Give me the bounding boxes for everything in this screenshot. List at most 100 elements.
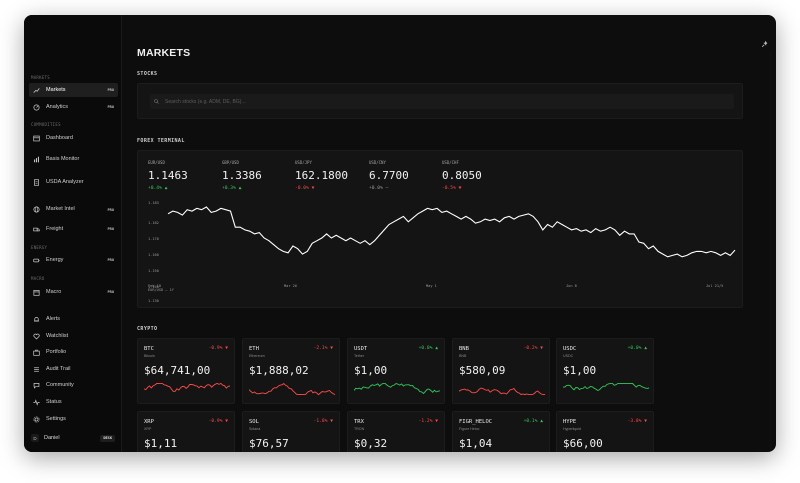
crypto-symbol: BTC	[144, 346, 154, 352]
crypto-price: $64,741,00	[144, 364, 211, 377]
crypto-change: -1.8% ▼	[313, 419, 333, 424]
crypto-card-trx[interactable]: TRX TRON -1.2% ▼ $0,32	[347, 411, 445, 452]
crypto-price: $580,09	[459, 364, 506, 377]
user-profile[interactable]: D Daniel DESK	[29, 432, 118, 444]
stock-search-input[interactable]	[165, 98, 465, 105]
forex-pair-gbp-usd[interactable]: GBP/USD 1.3386 +0.3% ▲	[222, 160, 292, 191]
document-icon	[32, 179, 41, 186]
sidebar-item-label: Alerts	[46, 315, 61, 322]
crypto-price: $1,11	[144, 437, 178, 450]
desk-badge[interactable]: DESK	[100, 434, 115, 442]
sidebar-item-status[interactable]: Status	[29, 395, 118, 409]
sidebar-item-macro[interactable]: Macro PRO	[29, 285, 118, 299]
pair-price: 0.8050	[442, 169, 482, 182]
search-icon	[154, 99, 163, 104]
sidebar-item-market-intel[interactable]: Market Intel PRO	[29, 199, 118, 220]
crypto-sparkline	[459, 387, 545, 396]
sidebar-item-label: Portfolio	[46, 348, 67, 355]
crypto-price: $1,888,02	[249, 364, 309, 377]
pin-button[interactable]	[760, 39, 770, 49]
pair-price: 162.1800	[295, 169, 348, 182]
sidebar-item-markets[interactable]: Markets PRO	[29, 83, 118, 97]
crypto-price: $1,04	[459, 437, 493, 450]
stock-search-box[interactable]	[150, 94, 734, 109]
sidebar-item-dashboard[interactable]: Dashboard	[29, 131, 118, 145]
y-tick-label: 1.170	[148, 237, 159, 241]
crypto-card-xrp[interactable]: XRP XRP -0.9% ▼ $1,11	[137, 411, 235, 452]
bell-icon	[32, 316, 41, 323]
pair-label: USD/CNY	[369, 160, 386, 165]
crypto-card-hype[interactable]: HYPE Hyperliquid -3.8% ▼ $66,00	[556, 411, 654, 452]
y-tick-label: 1.182	[148, 221, 159, 225]
heart-icon	[32, 333, 41, 340]
y-tick-label: 1.183	[148, 201, 159, 205]
crypto-name: Ethereum	[249, 354, 265, 358]
pro-badge: PRO	[107, 88, 115, 92]
crypto-change: +0.1% ▲	[523, 419, 543, 424]
crypto-sparkline	[144, 382, 230, 392]
sidebar-item-basis-monitor[interactable]: Basis Monitor	[29, 149, 118, 170]
stocks-panel	[137, 83, 743, 119]
section-label-commodities: COMMODITIES	[31, 122, 61, 127]
sidebar-item-freight[interactable]: Freight PRO	[29, 222, 118, 236]
crypto-sparkline	[354, 382, 440, 395]
sidebar-item-label: Freight	[46, 225, 64, 232]
pair-change: +0.0% —	[369, 186, 389, 191]
pair-change: -0.0% ▼	[295, 186, 315, 191]
forex-pair-usd-cny[interactable]: USD/CNY 6.7700 +0.0% —	[369, 160, 439, 191]
crypto-symbol: FIGR_HELOC	[459, 419, 493, 425]
crypto-card-sol[interactable]: SOL Solana -1.8% ▼ $76,57	[242, 411, 340, 452]
forex-heading: FOREX TERMINAL	[137, 138, 185, 144]
pair-price: 1.1463	[148, 169, 188, 182]
sidebar-item-analytics[interactable]: Analytics PRO	[29, 100, 118, 114]
forex-pair-usd-chf[interactable]: USD/CHF 0.8050 -0.5% ▼	[442, 160, 512, 191]
sidebar-item-label: Macro	[46, 288, 62, 295]
truck-icon	[32, 226, 41, 233]
crypto-card-btc[interactable]: BTC Bitcoin -0.9% ▼ $64,741,00	[137, 338, 235, 404]
layout-icon	[32, 135, 41, 142]
sidebar-item-audit-trail[interactable]: Audit Trail	[29, 362, 118, 376]
crypto-change: -1.2% ▼	[418, 419, 438, 424]
crypto-change: -2.1% ▼	[313, 346, 333, 351]
crypto-card-usdt[interactable]: USDT Tether +0.0% ▲ $1,00	[347, 338, 445, 404]
sidebar-item-label: Status	[46, 398, 62, 405]
scrollbar[interactable]	[769, 53, 772, 449]
chat-icon	[32, 382, 41, 389]
sidebar-item-community[interactable]: Community	[29, 378, 118, 392]
x-tick-label: Jul 21/5	[706, 284, 724, 288]
forex-panel: EUR/USD — 1Y EUR/USD 1.1463 +0.4% ▲ GBP/USD…	[137, 150, 743, 308]
sidebar-item-portfolio[interactable]: Portfolio	[29, 345, 118, 359]
chart-series-label: EUR/USD — 1Y	[148, 288, 174, 292]
crypto-card-figr_heloc[interactable]: FIGR_HELOC Figure Heloc +0.1% ▲ $1,04	[452, 411, 550, 452]
crypto-name: Figure Heloc	[459, 427, 480, 431]
pulse-icon	[32, 398, 41, 406]
crypto-card-eth[interactable]: ETH Ethereum -2.1% ▼ $1,888,02	[242, 338, 340, 404]
sidebar-item-label: Community	[46, 381, 74, 388]
crypto-name: Tether	[354, 354, 364, 358]
sidebar-item-label: Market Intel	[46, 206, 75, 212]
crypto-name: Hyperliquid	[563, 427, 581, 431]
forex-pair-eur-usd[interactable]: EUR/USD 1.1463 +0.4% ▲	[148, 160, 218, 191]
y-tick-label: 1.160	[148, 253, 159, 257]
sidebar-item-watchlist[interactable]: Watchlist	[29, 329, 118, 343]
sidebar-item-label: Basis Monitor	[46, 156, 80, 162]
briefcase-icon	[32, 349, 41, 356]
x-tick-label: Mar 26	[284, 284, 297, 288]
crypto-name: BNB	[459, 354, 467, 358]
pro-badge: PRO	[107, 105, 115, 109]
section-label-markets: MARKETS	[31, 75, 50, 80]
pair-label: USD/CHF	[442, 160, 459, 165]
forex-pair-usd-jpy[interactable]: USD/JPY 162.1800 -0.0% ▼	[295, 160, 365, 191]
crypto-symbol: USDT	[354, 346, 368, 352]
sidebar-item-energy[interactable]: Energy PRO	[29, 253, 118, 267]
crypto-sparkline	[563, 382, 649, 392]
sidebar-item-alerts[interactable]: Alerts	[29, 312, 118, 326]
sidebar-item-usda-analyzer[interactable]: USDA Analyzer	[29, 172, 118, 193]
bars-icon	[32, 156, 41, 163]
sidebar-item-label: USDA Analyzer	[46, 179, 84, 185]
gear-icon	[32, 415, 41, 423]
crypto-card-bnb[interactable]: BNB BNB -0.2% ▼ $580,09	[452, 338, 550, 404]
sidebar-item-settings[interactable]: Settings	[29, 412, 118, 426]
crypto-card-usdc[interactable]: USDC USDC +0.0% ▲ $1,00	[556, 338, 654, 404]
y-tick-label: 1.150	[148, 269, 159, 273]
